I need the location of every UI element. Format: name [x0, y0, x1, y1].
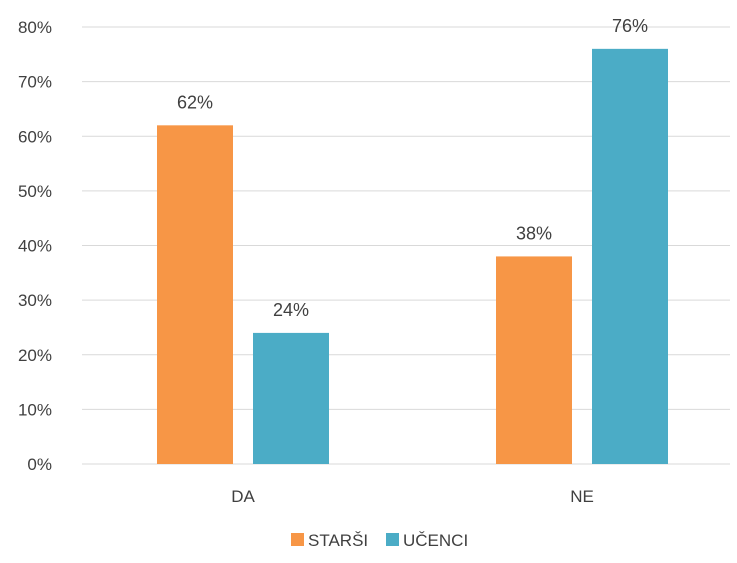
y-tick-label: 0%: [27, 455, 52, 474]
legend: STARŠI UČENCI: [291, 531, 468, 550]
y-tick-label: 40%: [18, 237, 52, 256]
legend-label: UČENCI: [403, 531, 468, 550]
y-tick-label: 10%: [18, 400, 52, 419]
legend-swatch: [291, 533, 304, 546]
data-label: 62%: [177, 92, 213, 112]
x-axis-tick-labels: DA NE: [231, 487, 594, 506]
bar-učenci-da: [253, 332, 329, 464]
data-labels: 62% 24% 38% 76%: [177, 16, 648, 320]
x-tick-label: DA: [231, 487, 255, 506]
y-tick-label: 60%: [18, 127, 52, 146]
data-label: 76%: [612, 16, 648, 36]
legend-swatch: [386, 533, 399, 546]
bar-starši-da: [157, 125, 233, 464]
y-tick-label: 80%: [18, 18, 52, 37]
y-axis-tick-labels: 0% 10% 20% 30% 40% 50% 60% 70% 80%: [18, 18, 52, 474]
legend-label: STARŠI: [308, 531, 368, 550]
y-tick-label: 70%: [18, 73, 52, 92]
bar-starši-ne: [496, 256, 572, 464]
x-tick-label: NE: [570, 487, 594, 506]
y-tick-label: 30%: [18, 291, 52, 310]
y-tick-label: 50%: [18, 182, 52, 201]
bars: [157, 48, 668, 464]
data-label: 24%: [273, 300, 309, 320]
data-label: 38%: [516, 223, 552, 243]
bar-učenci-ne: [592, 48, 668, 464]
y-tick-label: 20%: [18, 346, 52, 365]
